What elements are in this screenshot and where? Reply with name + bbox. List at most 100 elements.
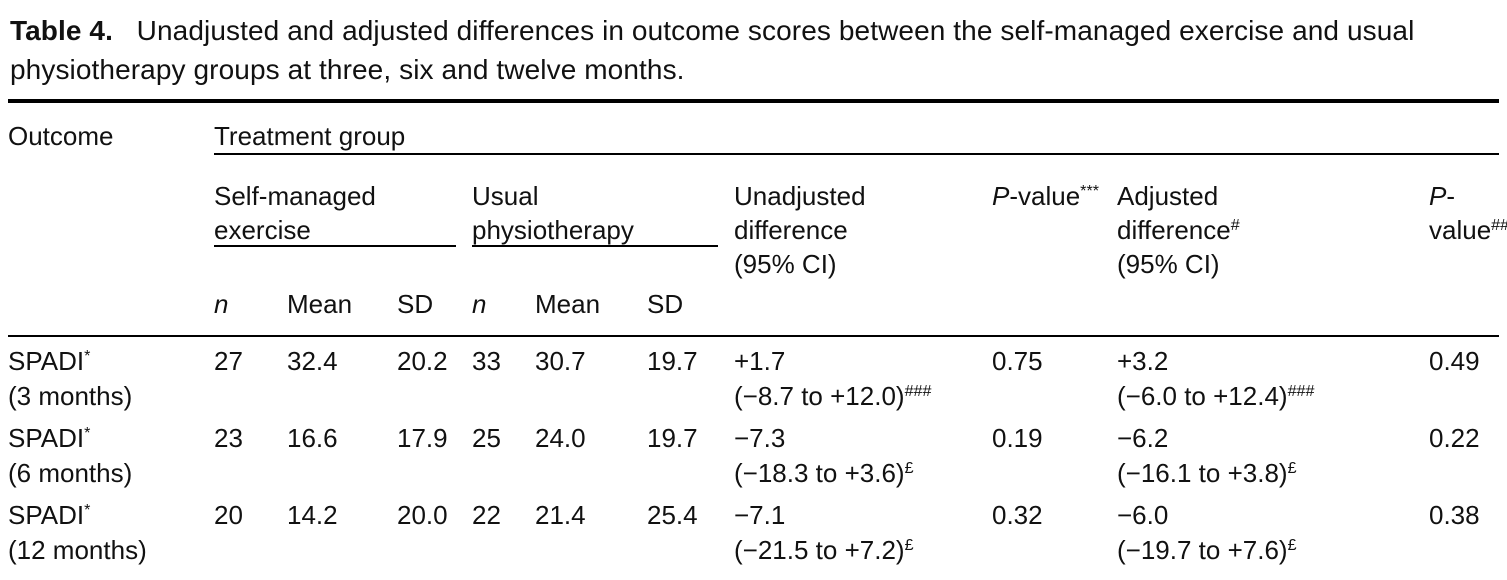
- outcome-timepoint: (12 months): [8, 535, 147, 566]
- sd-usual-cell: 19.7: [647, 346, 698, 377]
- header-line: difference#: [1117, 213, 1429, 247]
- group-underline-rule: [214, 245, 456, 248]
- confidence-interval: (−8.7 to +12.0)###: [734, 379, 992, 414]
- group-header-line: Self-managed: [214, 181, 376, 212]
- difference-value: −7.3: [734, 423, 786, 454]
- adjusted-difference-cell: −6.0 (−19.7 to +7.6)£: [1117, 491, 1429, 568]
- subheader-mean-usual: Mean: [535, 289, 601, 320]
- mean-usual-cell: 21.4: [535, 500, 586, 531]
- column-header-outcome: Outcome: [8, 121, 114, 152]
- confidence-interval: (−16.1 to +3.8)£: [1117, 456, 1429, 491]
- outcome-name-line: SPADI*: [8, 498, 214, 533]
- header-line-text: difference: [1117, 215, 1231, 246]
- confidence-interval: (−19.7 to +7.6)£: [1117, 533, 1429, 568]
- difference-value: −7.1: [734, 500, 786, 531]
- p-italic: P: [1429, 181, 1447, 212]
- group-header-line: Usual: [472, 181, 539, 212]
- p-value-adjusted-cell: 0.22: [1429, 423, 1480, 454]
- p-value-superscript: ***: [1080, 182, 1099, 201]
- difference-value: −6.0: [1117, 500, 1169, 531]
- table-row: SPADI* (12 months) 20 14.2 20.0 22 21.4 …: [8, 491, 1499, 568]
- ci-superscript: £: [904, 536, 914, 555]
- group-header-line: physiotherapy: [472, 215, 634, 246]
- header-line: Adjusted: [1117, 181, 1219, 212]
- n-usual-cell: 22: [472, 500, 501, 531]
- subheader-mean-self: Mean: [287, 289, 353, 320]
- unadjusted-difference-cell: −7.3 (−18.3 to +3.6)£: [734, 414, 992, 491]
- subheader-n-usual: n: [472, 289, 487, 320]
- group-underline-rule: [472, 245, 718, 248]
- header-line: P-: [1429, 179, 1499, 213]
- header-line: (95% CI): [1117, 249, 1220, 280]
- table-caption-line1: Unadjusted and adjusted differences in o…: [136, 15, 1415, 46]
- p-value-unadjusted-cell: 0.32: [992, 500, 1043, 531]
- table-caption-line2: physiotherapy groups at three, six and t…: [10, 53, 685, 85]
- p-value-text: -: [1446, 181, 1456, 212]
- table-header: Outcome Treatment group Self-managed exe…: [8, 103, 1507, 338]
- table-caption: Table 4. Unadjusted and adjusted differe…: [0, 0, 1507, 89]
- table-row: SPADI* (6 months) 23 16.6 17.9 25 24.0 1…: [8, 414, 1499, 491]
- mean-usual-cell: 30.7: [535, 346, 586, 377]
- outcome-cell: SPADI* (12 months): [8, 491, 214, 568]
- difference-value: +1.7: [734, 346, 786, 377]
- ci-superscript: £: [1287, 459, 1297, 478]
- sd-usual-cell: 25.4: [647, 500, 698, 531]
- table-caption-label: Table 4.: [10, 15, 113, 46]
- ci-superscript: £: [1287, 536, 1297, 555]
- outcome-cell: SPADI* (6 months): [8, 414, 214, 491]
- difference-value: −6.2: [1117, 423, 1169, 454]
- n-self-cell: 27: [214, 346, 243, 377]
- mean-self-cell: 14.2: [287, 500, 338, 531]
- n-usual-cell: 25: [472, 423, 501, 454]
- header-line: difference: [734, 215, 848, 246]
- group-header-line: exercise: [214, 215, 311, 246]
- difference-value: +3.2: [1117, 346, 1169, 377]
- outcome-name-line: SPADI*: [8, 421, 214, 456]
- column-header-treatment-group: Treatment group: [214, 103, 1499, 156]
- column-header-unadjusted-difference: Unadjusted difference (95% CI): [734, 163, 992, 281]
- outcome-name: SPADI: [8, 500, 85, 531]
- confidence-interval: (−6.0 to +12.4)###: [1117, 379, 1429, 414]
- outcome-superscript: *: [84, 424, 91, 443]
- n-self-cell: 23: [214, 423, 243, 454]
- outcome-timepoint: (3 months): [8, 381, 133, 412]
- outcome-superscript: *: [84, 347, 91, 366]
- adjusted-superscript: #: [1230, 216, 1240, 235]
- p-value-adjusted-cell: 0.49: [1429, 346, 1480, 377]
- header-line: (95% CI): [734, 249, 837, 280]
- ci-superscript: ###: [904, 382, 932, 401]
- outcome-timepoint: (6 months): [8, 458, 133, 489]
- p-value-superscript: ##: [1491, 216, 1507, 235]
- p-italic: P: [992, 181, 1010, 212]
- caption-spacer: [121, 15, 129, 46]
- column-header-p-value-adjusted: P- value##: [1429, 163, 1507, 247]
- ci-text: (−16.1 to +3.8): [1117, 458, 1288, 489]
- sd-self-cell: 17.9: [397, 423, 448, 454]
- ci-text: (−18.3 to +3.6): [734, 458, 905, 489]
- outcome-name-line: SPADI*: [8, 344, 214, 379]
- mean-self-cell: 16.6: [287, 423, 338, 454]
- results-table: Outcome Treatment group Self-managed exe…: [8, 99, 1507, 568]
- column-header-adjusted-difference: Adjusted difference# (95% CI): [1117, 163, 1429, 281]
- adjusted-difference-cell: −6.2 (−16.1 to +3.8)£: [1117, 414, 1429, 491]
- confidence-interval: (−21.5 to +7.2)£: [734, 533, 992, 568]
- ci-superscript: £: [904, 459, 914, 478]
- p-value-text: value: [1429, 215, 1492, 246]
- header-line: Unadjusted: [734, 181, 866, 212]
- n-self-cell: 20: [214, 500, 243, 531]
- unadjusted-difference-cell: −7.1 (−21.5 to +7.2)£: [734, 491, 992, 568]
- column-header-self-managed-exercise: Self-managed exercise: [214, 163, 472, 248]
- table-row: SPADI* (3 months) 27 32.4 20.2 33 30.7 1…: [8, 337, 1499, 414]
- sd-usual-cell: 19.7: [647, 423, 698, 454]
- p-value-unadjusted-cell: 0.75: [992, 346, 1043, 377]
- sd-self-cell: 20.2: [397, 346, 448, 377]
- sd-self-cell: 20.0: [397, 500, 448, 531]
- p-value-adjusted-cell: 0.38: [1429, 500, 1480, 531]
- mean-usual-cell: 24.0: [535, 423, 586, 454]
- subheader-n-self: n: [214, 289, 229, 320]
- ci-text: (−6.0 to +12.4): [1117, 381, 1288, 412]
- subheader-sd-usual: SD: [647, 289, 684, 320]
- column-header-p-value-unadjusted: P-value***: [992, 163, 1117, 213]
- subheader-sd-self: SD: [397, 289, 434, 320]
- adjusted-difference-cell: +3.2 (−6.0 to +12.4)###: [1117, 337, 1429, 414]
